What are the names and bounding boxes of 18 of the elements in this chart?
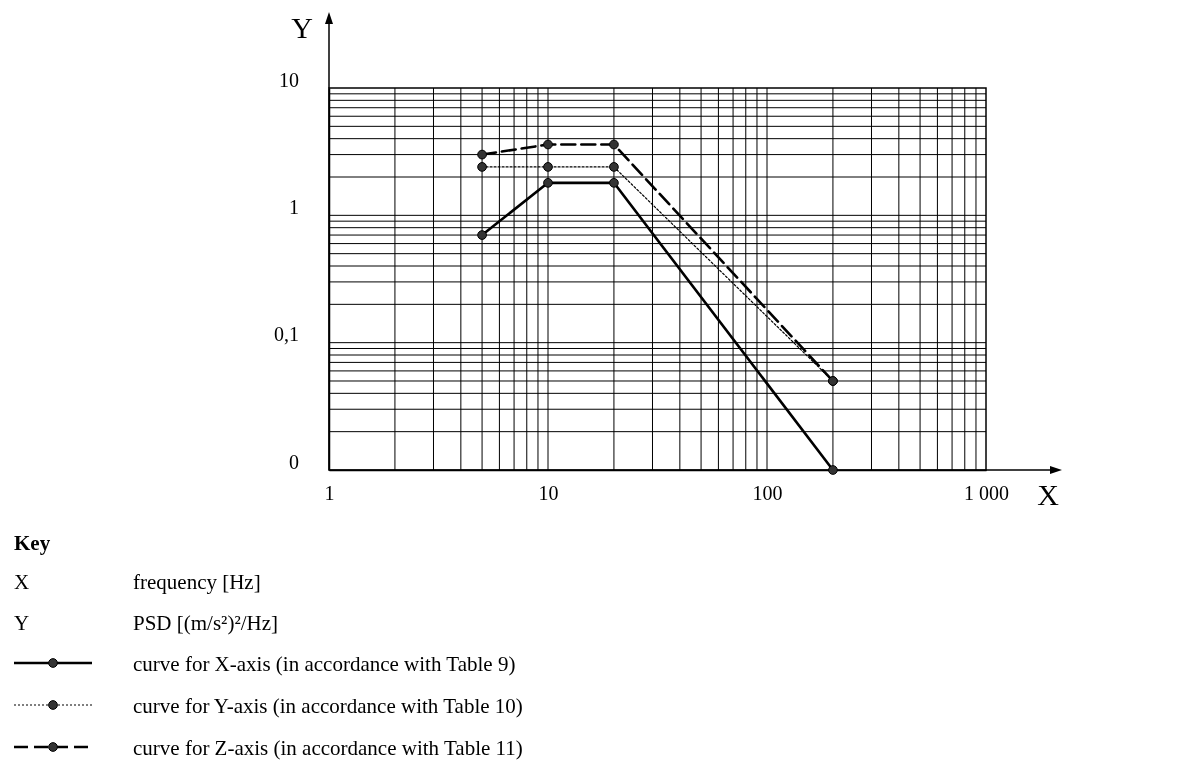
y-tick-label: 10 xyxy=(279,68,299,91)
y-tick-label: 0 xyxy=(289,450,299,473)
x-tick-label: 1 xyxy=(324,482,335,505)
y-tick-label: 0,1 xyxy=(274,323,299,346)
y-axis-title: Y xyxy=(291,11,313,44)
legend-title: Key xyxy=(14,531,51,555)
x-axis-title: X xyxy=(1037,478,1060,511)
legend-label: curve for Z-axis (in accordance with Table 11) xyxy=(133,736,523,760)
text: Y xyxy=(14,611,30,635)
legend-label: curve for Y-axis (in accordance with Table 10) xyxy=(133,694,523,718)
text: PSD [(m/s²)²/Hz] xyxy=(133,611,279,635)
text: X xyxy=(14,570,30,594)
text: frequency [Hz] xyxy=(133,570,261,594)
x-tick-label: 10 xyxy=(538,482,559,505)
y-tick-label: 1 xyxy=(289,195,299,218)
x-tick-label: 1 000 xyxy=(964,482,1009,505)
x-tick-label: 100 xyxy=(752,482,783,505)
legend-label: curve for X-axis (in accordance with Table 9) xyxy=(133,652,516,676)
